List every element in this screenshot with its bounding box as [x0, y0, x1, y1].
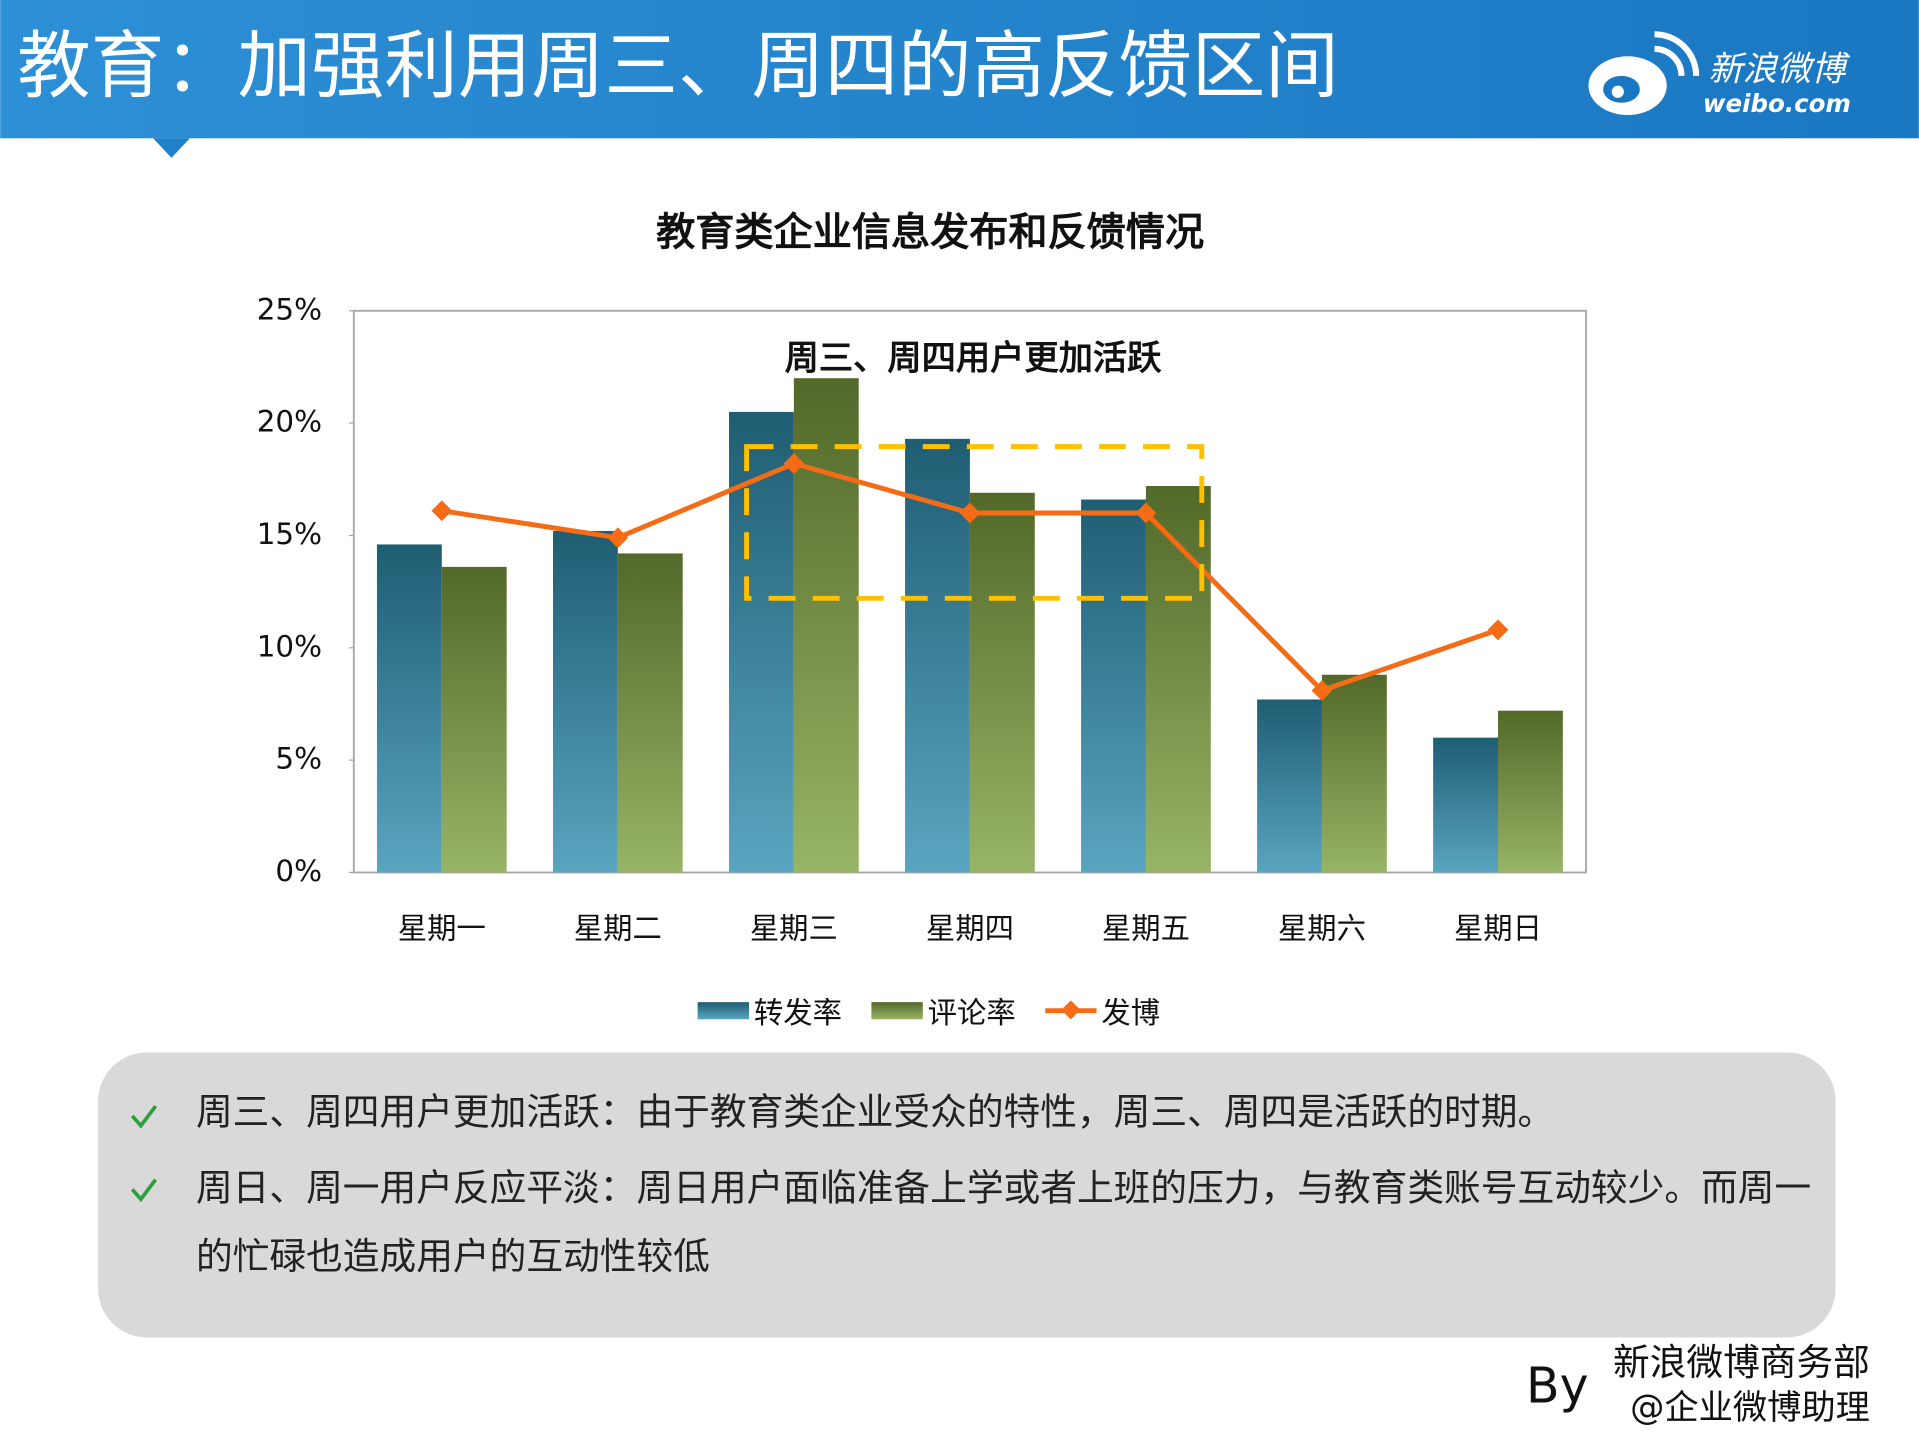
footer-line: 新浪微博商务部	[1613, 1341, 1870, 1384]
bar	[552, 530, 618, 873]
legend-swatch	[697, 1002, 750, 1020]
logo-icon	[1588, 31, 1700, 116]
note: 周三、周四用户更加活跃：由于教育类企业受众的特性，周三、周四是活跃的时期。	[195, 1091, 1555, 1135]
x-tick-label: 星期日	[1454, 911, 1542, 945]
x-tick-label: 星期二	[574, 911, 662, 945]
chart-annotation: 周三、周四用户更加活跃	[785, 338, 1163, 378]
legend-swatch	[1061, 1000, 1081, 1020]
bar	[1081, 499, 1146, 873]
legend-label: 发博	[1101, 996, 1160, 1030]
note-wrap: 周三、周四用户更加活跃：由于教育类企业受众的特性，周三、周四是活跃的时期。	[195, 1091, 1555, 1135]
y-tick-label: 20%	[257, 405, 322, 439]
bar	[441, 566, 507, 873]
bar	[793, 378, 859, 873]
line-marker	[607, 527, 629, 549]
y-tick-label: 15%	[257, 517, 322, 551]
logo-text: 新浪微博	[1708, 49, 1851, 89]
bar	[1433, 737, 1498, 873]
bar	[729, 411, 794, 873]
note-wrap: 周日、周一用户反应平淡：周日用户面临准备上学或者上班的压力，与教育类账号互动较少…	[195, 1167, 1812, 1279]
legend: 转发率 评论率 发博	[697, 996, 1160, 1030]
bar	[617, 553, 683, 873]
logo-subtext: weibo.com	[1703, 89, 1851, 118]
y-tick-label: 5%	[275, 742, 322, 776]
y-tick-label: 0%	[275, 854, 322, 888]
legend-label: 转发率	[754, 996, 842, 1030]
legend-swatch	[871, 1002, 923, 1020]
x-tick-label: 星期一	[398, 911, 486, 945]
note: 周日、周一用户反应平淡：周日用户面临准备上学或者上班的压力，与教育类账号互动较少…	[195, 1167, 1812, 1279]
footer-by: By	[1526, 1357, 1589, 1414]
bar	[1257, 699, 1322, 873]
bar	[1321, 674, 1387, 873]
footer-line: @企业微博助理	[1630, 1388, 1870, 1428]
legend-label: 评论率	[928, 996, 1016, 1030]
bar	[376, 544, 442, 873]
x-tick-label: 星期四	[926, 911, 1014, 945]
chart-title: 教育类企业信息发布和反馈情况	[656, 210, 1204, 255]
highlight-box	[744, 444, 1205, 601]
x-tick-label: 星期三	[750, 911, 838, 945]
notes-box	[98, 1052, 1836, 1338]
header-title: 教育：加强利用周三、周四的高反馈区间	[17, 24, 1338, 109]
x-tick-label: 星期五	[1102, 911, 1190, 945]
bar	[1145, 486, 1211, 873]
line-marker	[1135, 502, 1157, 524]
header-pointer	[153, 138, 190, 158]
bar	[1497, 710, 1563, 873]
plot-area	[348, 310, 1563, 874]
check-icon	[130, 1105, 158, 1129]
x-tick-label: 星期六	[1278, 911, 1366, 945]
y-tick-label: 10%	[257, 629, 322, 663]
check-icon	[130, 1178, 158, 1203]
y-tick-label: 25%	[257, 292, 322, 326]
bar	[969, 492, 1035, 873]
